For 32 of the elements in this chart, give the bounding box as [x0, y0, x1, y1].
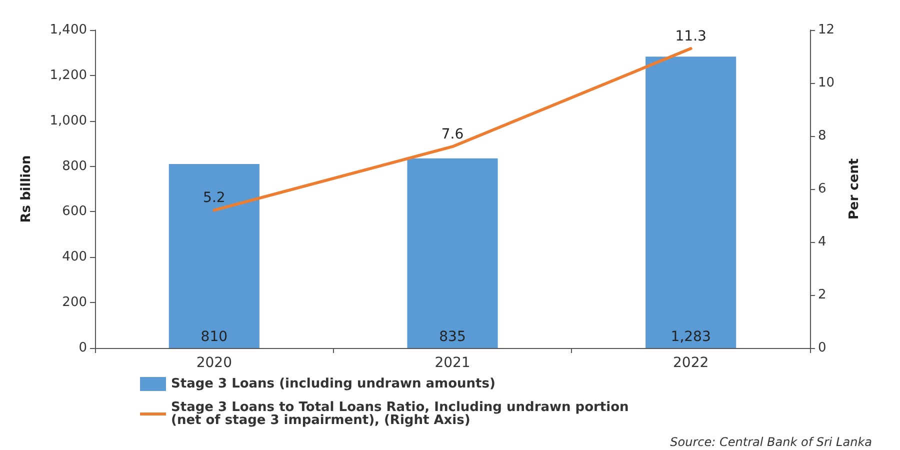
y2-tick-label: 10 [818, 76, 835, 90]
bar [646, 56, 736, 348]
y2-axis-title: Per cent [847, 158, 862, 220]
x-tick-label: 2020 [196, 355, 232, 371]
x-tick-label: 2022 [673, 355, 709, 371]
data-label: 1,283 [670, 329, 711, 345]
y2-tick-label: 6 [818, 182, 826, 196]
y-tick-label: 1,400 [50, 22, 87, 38]
y-tick-label: 600 [62, 204, 87, 220]
legend-label: Stage 3 Loans (including undrawn amounts) [171, 376, 496, 392]
y2-tick-label: 12 [818, 22, 835, 38]
y2-tick-label: 4 [818, 234, 826, 250]
y-tick-label: 0 [78, 340, 87, 356]
data-label: 835 [439, 329, 466, 345]
x-tick-label: 2021 [434, 355, 470, 371]
bar [407, 158, 498, 348]
data-label: 810 [200, 329, 228, 345]
y-axis-title: Rs billion [19, 155, 34, 223]
bar [168, 164, 260, 348]
data-label: 11.3 [675, 28, 706, 45]
source-note: Source: Central Bank of Sri Lanka [670, 435, 872, 449]
y-tick-label: 800 [62, 158, 87, 174]
y-tick-label: 400 [62, 250, 87, 265]
legend-label: Stage 3 Loans to Total Loans Ratio, Including undrawn portion (net of stage 3 impairment), (Right Axis) [171, 400, 634, 428]
data-label: 7.6 [441, 126, 464, 143]
data-label: 5.2 [203, 190, 226, 206]
y-tick-label: 200 [62, 295, 87, 310]
y-tick-label: 1,000 [50, 113, 87, 128]
y2-tick-label: 0 [818, 340, 826, 356]
y2-tick-label: 2 [818, 288, 826, 302]
y-tick-label: 1,200 [50, 68, 87, 83]
y2-tick-label: 8 [818, 128, 826, 144]
